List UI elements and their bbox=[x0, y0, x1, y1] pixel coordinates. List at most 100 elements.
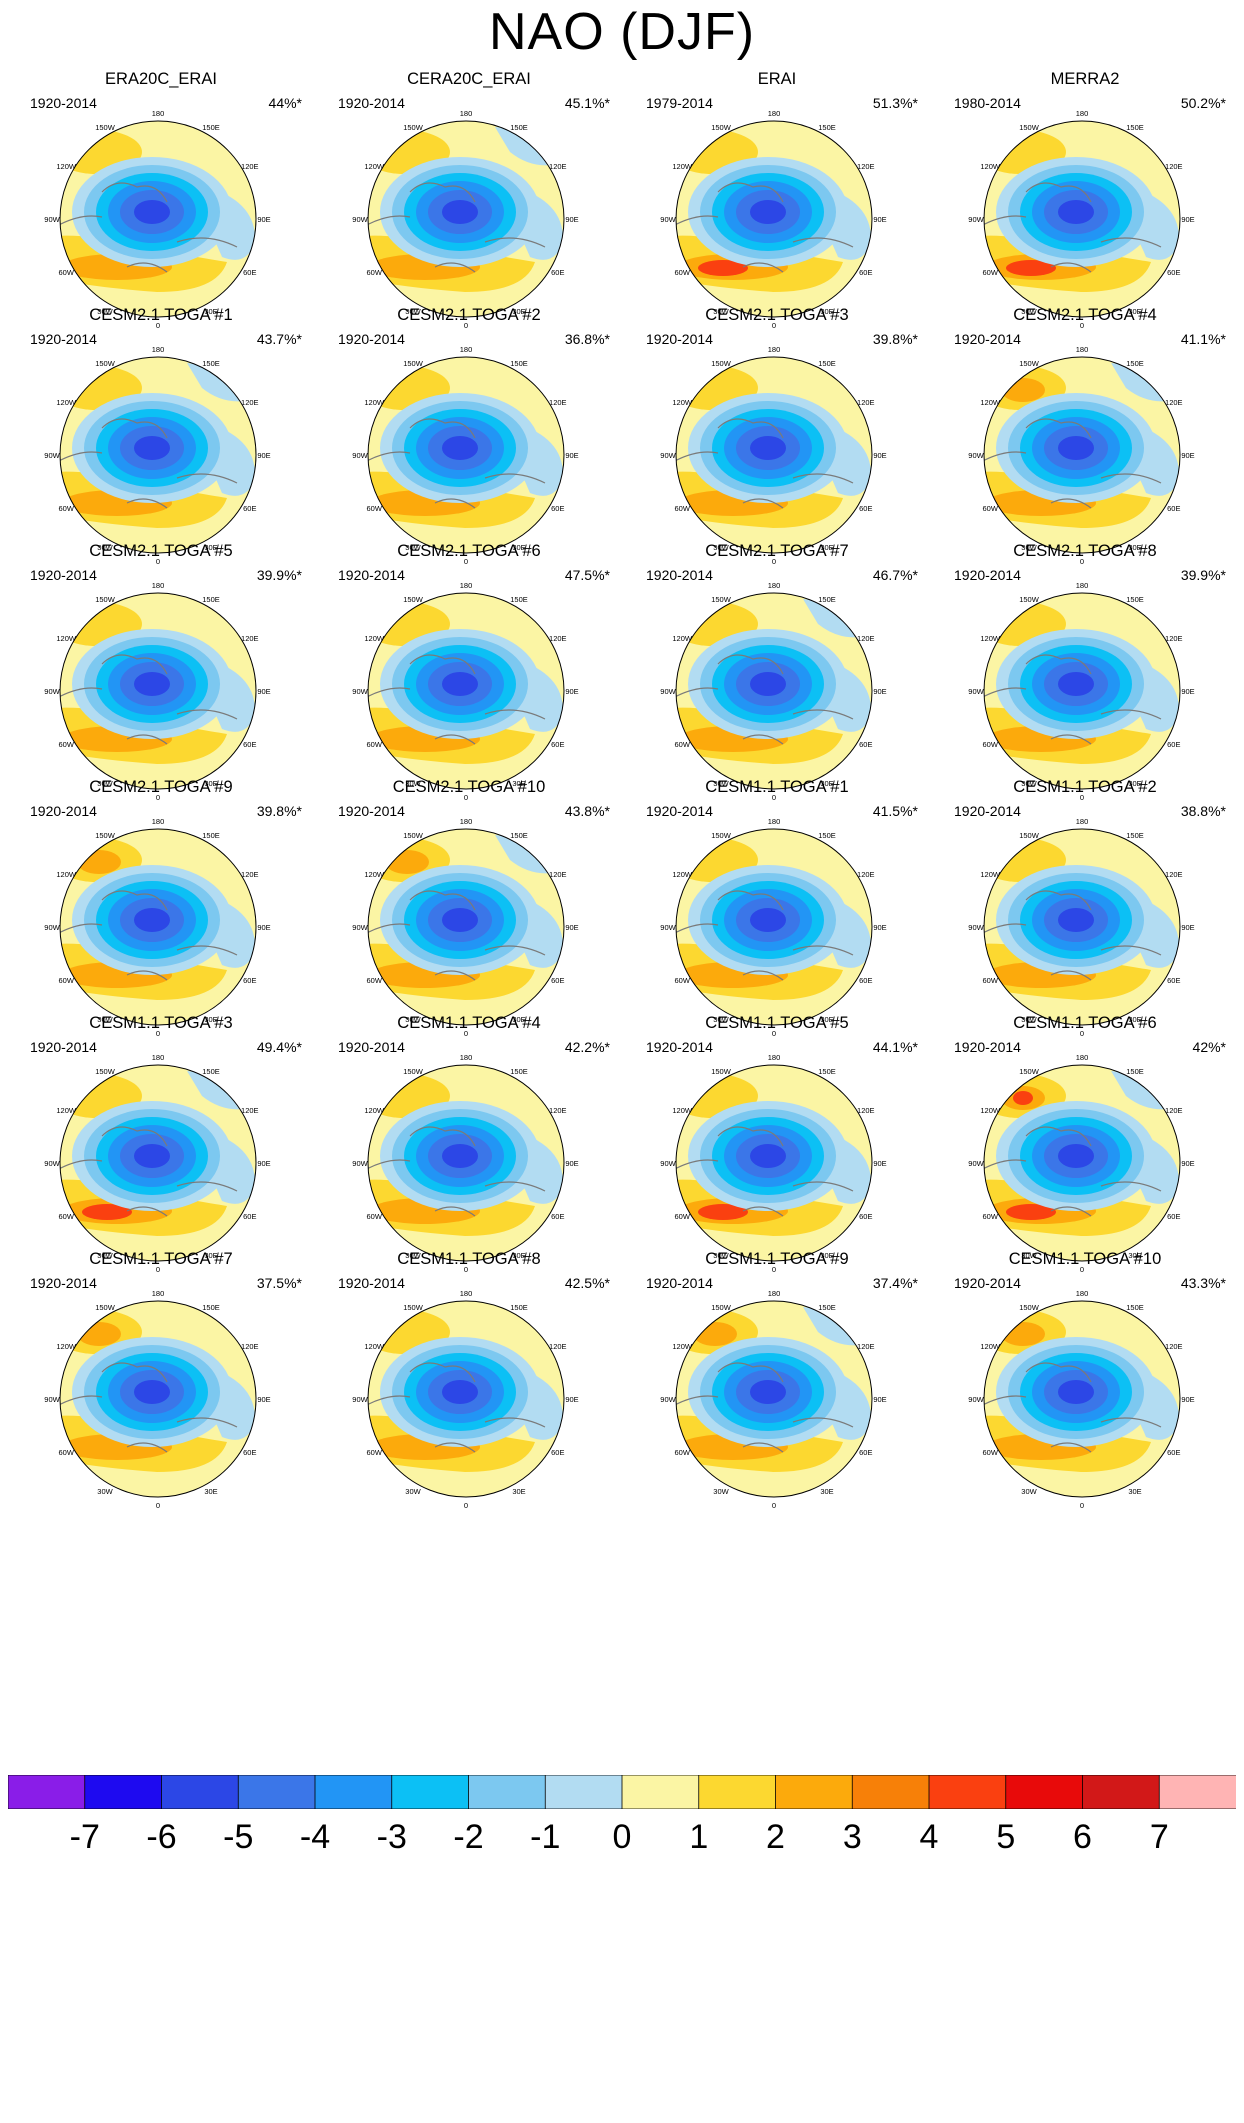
longitude-label: 180 bbox=[460, 581, 473, 590]
longitude-label: 120E bbox=[857, 162, 875, 171]
colorbar-segment bbox=[468, 1775, 547, 1809]
longitude-label: 90W bbox=[44, 1159, 60, 1168]
longitude-label: 30E bbox=[512, 1015, 525, 1024]
longitude-label: 90W bbox=[352, 923, 368, 932]
longitude-label: 60W bbox=[982, 504, 998, 513]
panel-variance-pct: 36.8%* bbox=[564, 331, 610, 347]
longitude-label: 60E bbox=[859, 1212, 872, 1221]
longitude-label: 150E bbox=[1126, 595, 1144, 604]
longitude-label: 0 bbox=[464, 1501, 468, 1510]
longitude-label: 150E bbox=[818, 1067, 836, 1076]
map-boundary bbox=[367, 120, 565, 318]
longitude-label: 90W bbox=[44, 687, 60, 696]
longitude-label: 180 bbox=[1076, 1053, 1089, 1062]
longitude-label: 150W bbox=[1019, 1303, 1040, 1312]
positive-anomaly-lobe bbox=[698, 1204, 748, 1220]
longitude-label: 120W bbox=[56, 398, 77, 407]
colorbar-tick-label: -3 bbox=[376, 1818, 407, 1856]
negative-anomaly-core bbox=[750, 200, 786, 224]
longitude-label: 60W bbox=[982, 740, 998, 749]
longitude-label: 150W bbox=[95, 831, 116, 840]
panel-title: CESM2.1 TOGA #6 bbox=[397, 542, 541, 560]
map-panel: CESM1.1 TOGA #4 1920-2014 42.2%* 180 150E 120… bbox=[315, 1014, 623, 1334]
longitude-label: 150E bbox=[202, 1303, 220, 1312]
longitude-label: 0 bbox=[772, 557, 776, 566]
longitude-label: 30E bbox=[204, 307, 217, 316]
longitude-label: 150W bbox=[95, 1067, 116, 1076]
coastlines bbox=[60, 1362, 238, 1453]
longitude-label: 120E bbox=[1165, 398, 1183, 407]
map-panel: CESM1.1 TOGA #5 1920-2014 44.1%* 180 150E 120… bbox=[623, 1014, 931, 1334]
longitude-label: 120W bbox=[56, 162, 77, 171]
map-boundary bbox=[983, 592, 1181, 790]
longitude-label: 60E bbox=[859, 976, 872, 985]
colorbar-tick-label: -5 bbox=[223, 1818, 254, 1856]
panel-period: 1920-2014 bbox=[338, 331, 405, 347]
longitude-label: 30W bbox=[713, 543, 729, 552]
longitude-label: 150W bbox=[403, 359, 424, 368]
negative-anomaly-core bbox=[1058, 908, 1094, 932]
longitude-label: 60E bbox=[1167, 1212, 1180, 1221]
longitude-label: 150E bbox=[202, 831, 220, 840]
panel-period: 1920-2014 bbox=[954, 1039, 1021, 1055]
longitude-label: 30W bbox=[713, 307, 729, 316]
longitude-label: 120W bbox=[364, 1106, 385, 1115]
longitude-label: 150E bbox=[1126, 1067, 1144, 1076]
longitude-label: 30E bbox=[1128, 307, 1141, 316]
longitude-label: 90W bbox=[352, 687, 368, 696]
longitude-label: 30W bbox=[1021, 307, 1037, 316]
negative-anomaly-core bbox=[134, 672, 170, 696]
polar-map: 180 150E 120E 90E 60E 30E 0 30W 60W 90W 120W 150W bbox=[968, 109, 1194, 330]
longitude-label: 60E bbox=[243, 740, 256, 749]
panel-variance-pct: 49.4%* bbox=[256, 1039, 302, 1055]
longitude-label: 180 bbox=[152, 1289, 165, 1298]
longitude-label: 150W bbox=[711, 595, 732, 604]
longitude-label: 90E bbox=[565, 451, 578, 460]
longitude-label: 90E bbox=[257, 687, 270, 696]
colorbar-tick-label: 0 bbox=[612, 1818, 632, 1856]
longitude-label: 0 bbox=[464, 1265, 468, 1274]
longitude-label: 60W bbox=[982, 268, 998, 277]
longitude-label: 150E bbox=[202, 359, 220, 368]
longitude-label: 120E bbox=[1165, 634, 1183, 643]
coastlines bbox=[368, 1362, 546, 1453]
colorbar-segment bbox=[8, 1775, 86, 1809]
map-panel: CESM1.1 TOGA #3 1920-2014 49.4%* 180 150E 120… bbox=[7, 1014, 315, 1334]
longitude-label: 0 bbox=[772, 321, 776, 330]
longitude-label: 150W bbox=[403, 831, 424, 840]
map-boundary bbox=[59, 592, 257, 790]
polar-map: 180 150E 120E 90E 60E 30E 0 30W 60W 90W 120W 150W bbox=[352, 345, 578, 566]
longitude-label: 30W bbox=[405, 543, 421, 552]
longitude-label: 0 bbox=[464, 557, 468, 566]
longitude-label: 30E bbox=[1128, 543, 1141, 552]
longitude-label: 120E bbox=[857, 1342, 875, 1351]
panel-title: MERRA2 bbox=[1050, 70, 1120, 88]
coastlines bbox=[676, 654, 854, 745]
figure-title: NAO (DJF) bbox=[488, 3, 756, 61]
polar-map: 180 150E 120E 90E 60E 30E 0 30W 60W 90W 120W 150W bbox=[44, 817, 270, 1038]
map-panel: CERA20C_ERAI 1920-2014 45.1%* 180 150E 120E 90… bbox=[315, 70, 623, 390]
longitude-label: 90W bbox=[968, 1395, 984, 1404]
longitude-label: 90W bbox=[660, 215, 676, 224]
colorbar-tick-label: 4 bbox=[919, 1818, 939, 1856]
map-panel: CESM1.1 TOGA #6 1920-2014 42%* 180 150E 120E 9… bbox=[931, 1014, 1239, 1334]
coastlines bbox=[676, 890, 854, 981]
longitude-label: 30W bbox=[97, 307, 113, 316]
coastlines bbox=[60, 1126, 238, 1217]
panel-variance-pct: 42.2%* bbox=[564, 1039, 610, 1055]
longitude-label: 150W bbox=[711, 123, 732, 132]
longitude-label: 60E bbox=[1167, 268, 1180, 277]
longitude-label: 0 bbox=[1080, 1029, 1084, 1038]
polar-map: 180 150E 120E 90E 60E 30E 0 30W 60W 90W 120W 150W bbox=[352, 581, 578, 802]
panel-title: CESM1.1 TOGA #2 bbox=[1013, 778, 1157, 796]
longitude-label: 90E bbox=[1181, 215, 1194, 224]
panel-title: CESM2.1 TOGA #7 bbox=[705, 542, 849, 560]
panel-period: 1920-2014 bbox=[338, 1039, 405, 1055]
longitude-label: 90E bbox=[1181, 451, 1194, 460]
panel-period: 1920-2014 bbox=[30, 1039, 97, 1055]
map-panel: CESM1.1 TOGA #9 1920-2014 37.4%* 180 150E 120… bbox=[623, 1250, 931, 1570]
map-boundary bbox=[983, 828, 1181, 1026]
longitude-label: 30E bbox=[820, 307, 833, 316]
longitude-label: 120E bbox=[1165, 1106, 1183, 1115]
longitude-label: 30W bbox=[713, 1251, 729, 1260]
